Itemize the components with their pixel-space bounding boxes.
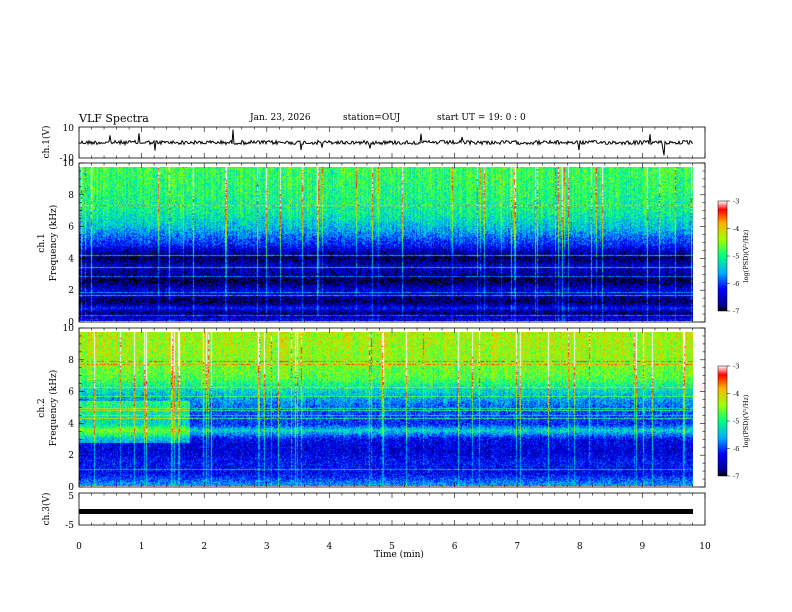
time-tick-label: 3 bbox=[264, 542, 270, 552]
colorbar-tick-label: -3 bbox=[733, 198, 739, 206]
freq-tick-label: 2 bbox=[68, 286, 74, 296]
ch1-spec-frame bbox=[78, 162, 706, 323]
time-tick-label: 8 bbox=[577, 542, 583, 552]
freq-tick-label: 0 bbox=[68, 318, 74, 328]
freq-tick-label: 4 bbox=[68, 419, 74, 429]
time-axis-label: Time (min) bbox=[374, 549, 424, 560]
colorbar-tick-label: -5 bbox=[733, 418, 739, 426]
colorbar-tick-label: -4 bbox=[733, 225, 739, 233]
freq-tick-label: 8 bbox=[68, 191, 74, 201]
time-tick-label: 5 bbox=[389, 542, 395, 552]
ch1-ytick-top: 10 bbox=[63, 124, 75, 134]
ch3-ytick-top: 5 bbox=[68, 492, 74, 502]
colorbar-tick-label: -6 bbox=[733, 280, 739, 288]
freq-tick-label: 8 bbox=[68, 356, 74, 366]
ch3-ytick-bottom: -5 bbox=[65, 521, 74, 531]
freq-tick-label: 10 bbox=[63, 159, 75, 169]
freq-tick-label: 0 bbox=[68, 483, 74, 493]
colorbar-tick-label: -3 bbox=[733, 363, 739, 371]
start-time-label: start UT = 19: 0 : 0 bbox=[437, 113, 526, 123]
time-tick-label: 9 bbox=[640, 542, 646, 552]
ch1-colorbar-label: log(PSD)(V²/Hz) bbox=[742, 229, 750, 282]
freq-tick-label: 6 bbox=[68, 223, 74, 233]
ch1-wave-ylabel: ch.1(V) bbox=[41, 126, 52, 159]
ch2-spec-yticks: 0 2 4 6 8 10 bbox=[63, 324, 705, 493]
freq-tick-label: 6 bbox=[68, 388, 74, 398]
ch2-spectrogram bbox=[79, 332, 693, 486]
ch3-wave-ylabel: ch.3(V) bbox=[41, 493, 52, 526]
ch1-colorbar bbox=[717, 200, 728, 312]
ch3-waveform bbox=[79, 509, 693, 514]
colorbar-tick-label: -7 bbox=[733, 308, 739, 316]
colorbar-tick-label: -5 bbox=[733, 253, 739, 261]
time-tick-label: 7 bbox=[514, 542, 520, 552]
time-tick-label: 10 bbox=[699, 542, 711, 552]
ch2-spec-ylabel: Frequency (kHz) bbox=[48, 370, 59, 447]
time-tick-label: 4 bbox=[327, 542, 333, 552]
ch2-colorbar-ticks: -3 -4 -5 -6 -7 bbox=[727, 363, 739, 481]
ch1-spec-ylabel-top: ch.1 bbox=[37, 233, 47, 252]
time-axis-ticks: 0 1 2 3 4 5 6 7 8 9 10 bbox=[76, 127, 711, 552]
ch1-waveform bbox=[78, 129, 693, 156]
ch2-spec-frame bbox=[78, 327, 706, 488]
ch2-spec-ylabel-top: ch.2 bbox=[37, 398, 47, 417]
date-label: Jan. 23, 2026 bbox=[250, 113, 311, 123]
ch1-colorbar-ticks: -3 -4 -5 -6 -7 bbox=[727, 198, 739, 316]
colorbar-tick-label: -6 bbox=[733, 445, 739, 453]
ch1-spec-yticks: 0 2 4 6 8 10 bbox=[63, 159, 705, 328]
plot-title: VLF Spectra bbox=[79, 112, 149, 125]
ch1-spectrogram bbox=[79, 167, 693, 321]
time-tick-label: 0 bbox=[76, 542, 82, 552]
colorbar-tick-label: -7 bbox=[733, 473, 739, 481]
ch2-colorbar bbox=[717, 365, 728, 477]
station-label: station=OUJ bbox=[343, 113, 401, 123]
freq-tick-label: 10 bbox=[63, 324, 75, 334]
time-tick-label: 2 bbox=[201, 542, 207, 552]
freq-tick-label: 4 bbox=[68, 254, 74, 264]
freq-tick-label: 2 bbox=[68, 451, 74, 461]
time-tick-label: 1 bbox=[139, 542, 145, 552]
ch2-colorbar-label: log(PSD)(V²/Hz) bbox=[742, 394, 750, 447]
ch1-spec-ylabel: Frequency (kHz) bbox=[48, 205, 59, 282]
ch1-ytick-bottom: -10 bbox=[60, 154, 75, 164]
colorbar-tick-label: -4 bbox=[733, 390, 739, 398]
time-tick-label: 6 bbox=[452, 542, 458, 552]
